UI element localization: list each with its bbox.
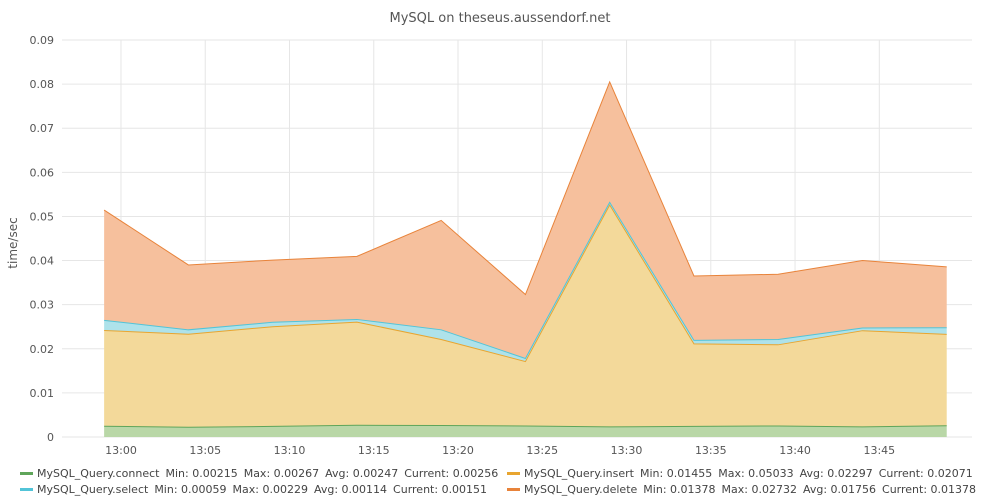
line-select: [104, 201, 947, 360]
legend-avg: Avg: 0.00247: [325, 467, 398, 480]
legend-name: MySQL_Query.delete: [524, 483, 638, 496]
y-tick-label: 0.06: [30, 166, 55, 179]
y-tick-label: 0.09: [30, 34, 55, 47]
y-tick-label: 0.07: [30, 122, 55, 135]
legend-max: Max: 0.00229: [233, 483, 308, 496]
x-tick-label: 13:10: [274, 444, 306, 457]
chart-title: MySQL on theseus.aussendorf.net: [390, 11, 611, 26]
y-tick-label: 0: [47, 431, 54, 444]
legend-avg: Avg: 0.00114: [314, 483, 387, 496]
y-axis-ticks: 0 0.01 0.02 0.03 0.04 0.05 0.06 0.07 0.08 0.09: [30, 34, 55, 444]
legend-min: Min: 0.01455: [640, 467, 712, 480]
x-tick-label: 13:35: [695, 444, 727, 457]
y-tick-label: 0.08: [30, 78, 55, 91]
x-axis-ticks: 13:00 13:05 13:10 13:15 13:20 13:25 13:30 13:35…: [105, 444, 895, 457]
y-axis-label: time/sec: [6, 217, 20, 268]
legend-current: Current: 0.02071: [879, 467, 973, 480]
x-tick-label: 13:30: [611, 444, 643, 457]
legend-name: MySQL_Query.connect: [37, 467, 160, 480]
legend-avg: Avg: 0.02297: [800, 467, 873, 480]
legend-name: MySQL_Query.insert: [524, 467, 635, 480]
legend-swatch: [20, 472, 33, 475]
area-insert: [104, 204, 947, 428]
legend-max: Max: 0.02732: [722, 483, 797, 496]
area-connect: [104, 425, 947, 437]
x-tick-label: 13:25: [526, 444, 558, 457]
legend-swatch: [507, 472, 520, 475]
legend-min: Min: 0.00215: [165, 467, 237, 480]
y-tick-label: 0.03: [30, 299, 55, 312]
line-insert: [104, 203, 947, 363]
legend-swatch: [20, 488, 33, 491]
legend-max: Max: 0.00267: [244, 467, 319, 480]
area-series: [104, 81, 947, 437]
x-tick-label: 13:45: [863, 444, 895, 457]
x-tick-label: 13:00: [105, 444, 137, 457]
legend-item-select: MySQL_Query.select Min: 0.00059 Max: 0.002…: [20, 483, 487, 496]
x-tick-label: 13:20: [442, 444, 474, 457]
legend-item-delete: MySQL_Query.delete Min: 0.01378 Max: 0.027…: [507, 483, 976, 496]
area-select: [104, 202, 947, 362]
legend-item-connect: MySQL_Query.connect Min: 0.00215 Max: 0.00…: [20, 467, 498, 480]
y-tick-label: 0.04: [30, 255, 55, 268]
legend-max: Max: 0.05033: [718, 467, 793, 480]
legend-swatch: [507, 488, 520, 491]
legend-current: Current: 0.01378: [882, 483, 976, 496]
line-connect: [104, 424, 947, 428]
legend-min: Min: 0.00059: [154, 483, 226, 496]
legend-min: Min: 0.01378: [643, 483, 715, 496]
legend-text: MySQL_Query.delete Min: 0.01378 Max: 0.027…: [524, 483, 976, 496]
legend-item-insert: MySQL_Query.insert Min: 0.01455 Max: 0.050…: [507, 467, 973, 480]
legend-text: MySQL_Query.insert Min: 0.01455 Max: 0.050…: [524, 467, 973, 480]
legend-text: MySQL_Query.select Min: 0.00059 Max: 0.002…: [37, 483, 487, 496]
y-tick-label: 0.02: [30, 343, 55, 356]
legend-current: Current: 0.00256: [404, 467, 498, 480]
x-tick-label: 13:40: [779, 444, 811, 457]
y-tick-label: 0.05: [30, 210, 55, 223]
x-tick-label: 13:05: [189, 444, 221, 457]
legend-current: Current: 0.00151: [393, 483, 487, 496]
x-tick-label: 13:15: [358, 444, 390, 457]
area-delete: [104, 81, 947, 359]
legend-avg: Avg: 0.01756: [803, 483, 876, 496]
legend-text: MySQL_Query.connect Min: 0.00215 Max: 0.00…: [37, 467, 498, 480]
series-lines: [103, 80, 947, 428]
legend: MySQL_Query.connect Min: 0.00215 Max: 0.00…: [20, 467, 976, 496]
legend-name: MySQL_Query.select: [37, 483, 149, 496]
line-delete: [103, 80, 947, 296]
y-tick-label: 0.01: [30, 387, 55, 400]
